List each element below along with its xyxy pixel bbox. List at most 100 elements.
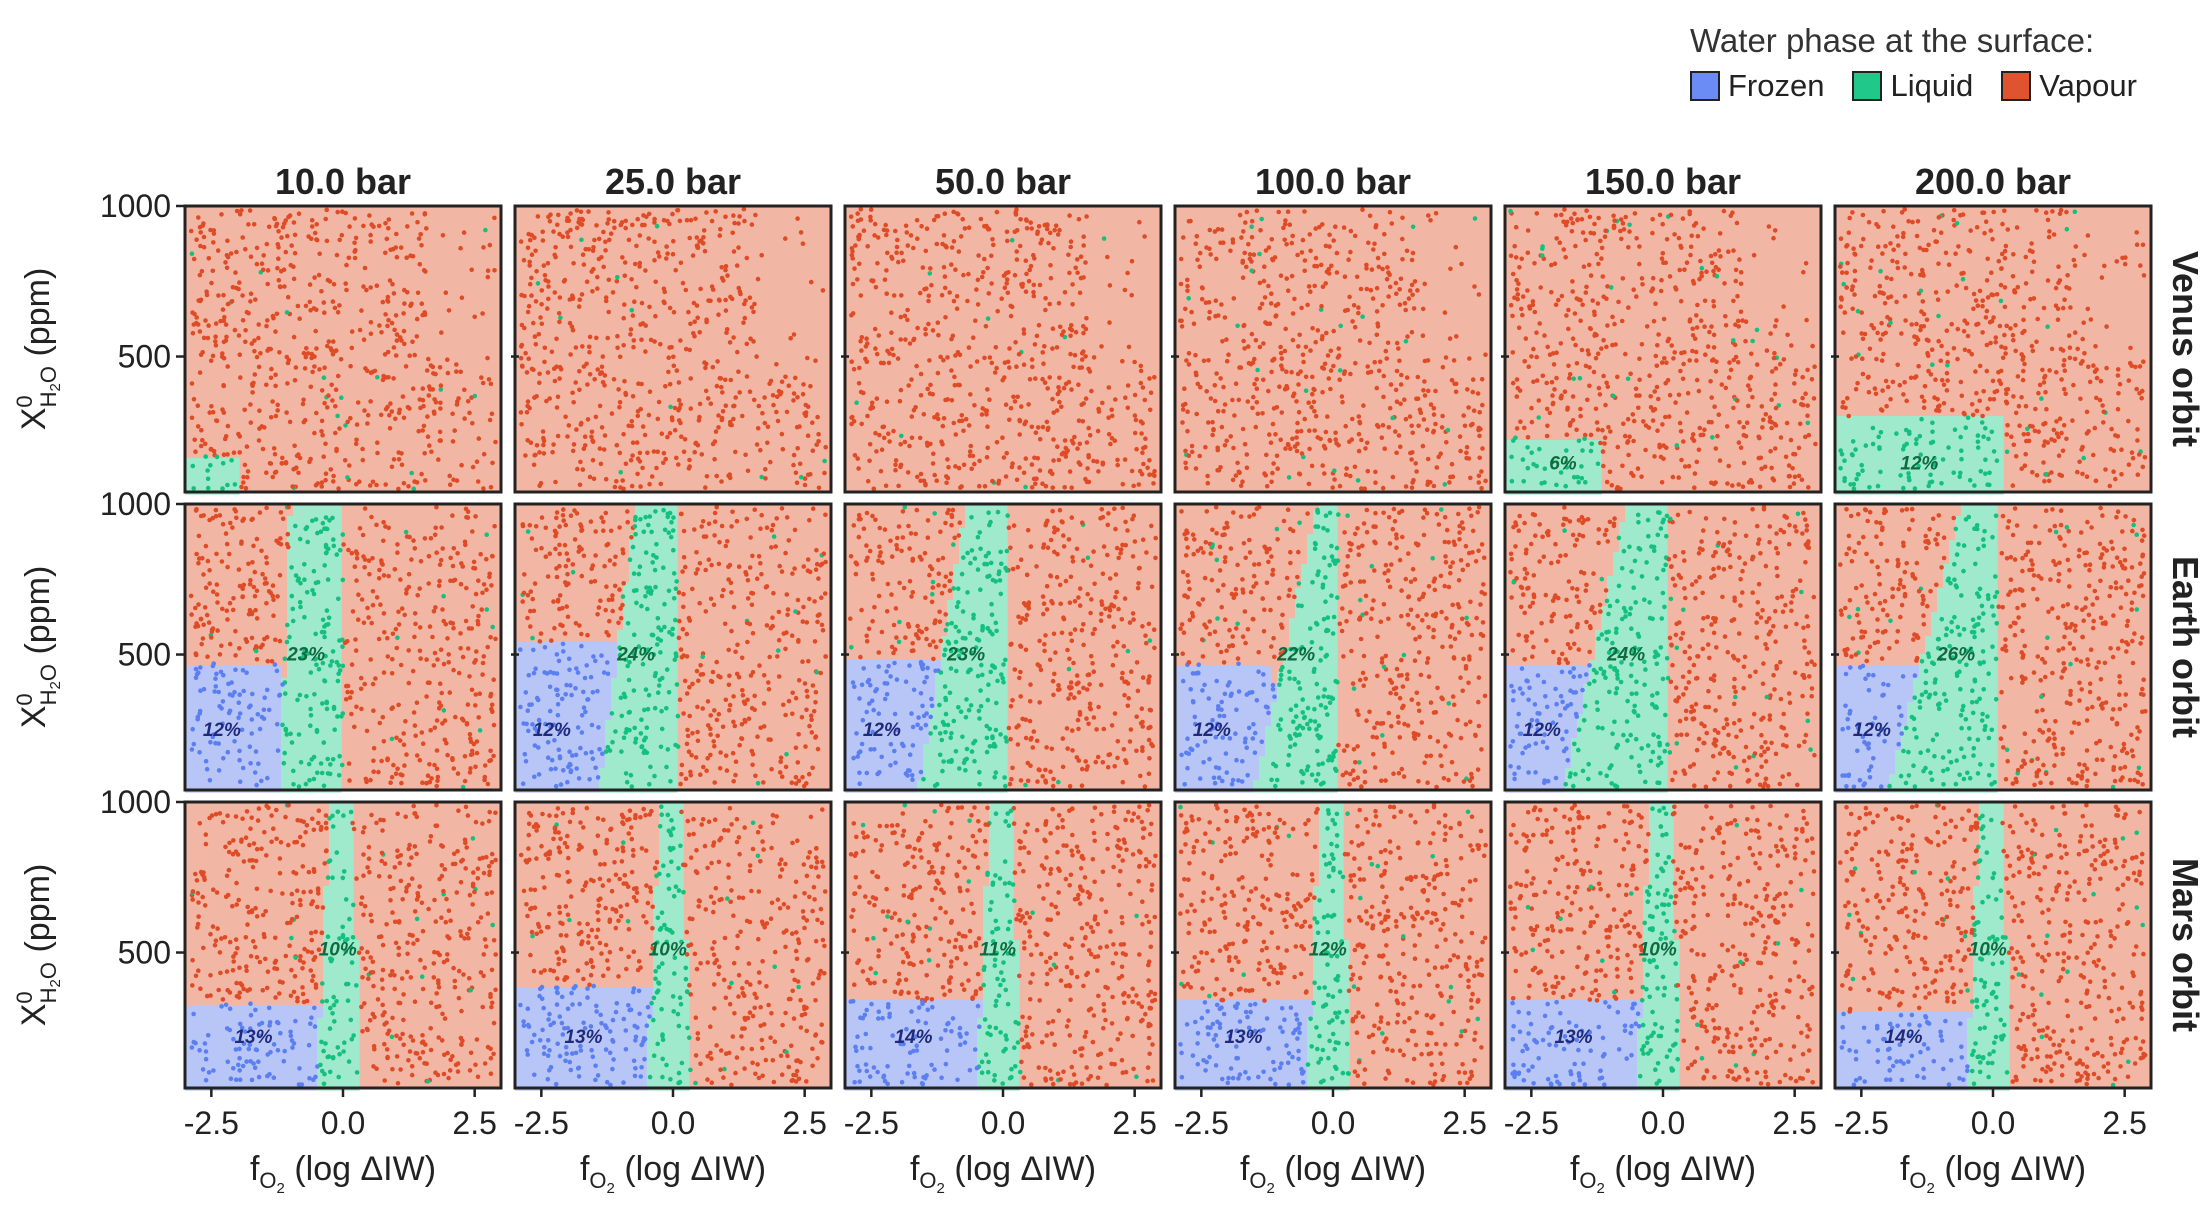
data-point	[1136, 482, 1142, 487]
data-point	[2129, 450, 2135, 455]
data-point	[1866, 374, 1871, 380]
region-frozen-cell	[203, 780, 210, 787]
data-point	[914, 363, 919, 369]
region-frozen-cell	[185, 672, 192, 679]
data-point	[419, 301, 425, 306]
data-point	[1081, 330, 1086, 336]
data-point	[1904, 398, 1909, 404]
data-point	[1944, 370, 1950, 376]
data-point	[1963, 425, 1969, 430]
data-point	[949, 262, 954, 267]
data-point	[1067, 270, 1072, 276]
data-point	[1270, 470, 1275, 476]
data-point	[1462, 423, 1468, 429]
region-frozen-cell	[221, 714, 228, 721]
data-point	[1246, 344, 1251, 349]
data-point	[622, 302, 627, 307]
data-point	[2004, 432, 2010, 437]
data-point	[615, 345, 620, 351]
data-point	[1913, 441, 1919, 447]
data-point	[1525, 250, 1531, 256]
data-point	[1059, 332, 1065, 338]
data-point	[1884, 403, 1889, 409]
data-point	[2056, 280, 2061, 286]
data-point	[437, 438, 443, 443]
data-point	[1228, 248, 1233, 254]
data-point	[309, 351, 315, 357]
region-frozen-cell	[203, 708, 210, 715]
region-liquid-cell	[1907, 452, 1914, 459]
data-point	[1924, 317, 1930, 323]
data-point	[1530, 302, 1536, 308]
region-liquid-cell	[1919, 422, 1926, 429]
region-liquid-cell	[209, 476, 216, 483]
data-point	[907, 341, 913, 346]
data-point	[2072, 330, 2078, 335]
data-point	[220, 486, 225, 491]
data-point	[929, 282, 934, 288]
data-point	[488, 484, 494, 490]
data-point	[1075, 270, 1080, 275]
data-point	[1398, 401, 1403, 407]
data-point	[1296, 409, 1302, 415]
data-point	[1583, 480, 1588, 485]
data-point	[1008, 405, 1014, 411]
data-point	[1384, 356, 1389, 361]
data-point	[1007, 346, 1012, 351]
data-point	[881, 435, 887, 441]
data-point	[1307, 232, 1313, 237]
data-point	[518, 410, 524, 415]
data-point	[901, 258, 906, 264]
data-point	[1307, 428, 1312, 433]
data-point	[1312, 387, 1317, 393]
data-point	[257, 426, 262, 431]
data-point	[578, 422, 584, 427]
region-liquid-cell	[305, 618, 312, 625]
data-point	[285, 360, 291, 366]
data-point	[273, 469, 279, 475]
data-point	[1393, 429, 1398, 434]
data-point	[962, 226, 968, 231]
data-point	[410, 386, 416, 391]
data-point	[1933, 290, 1939, 295]
data-point	[1600, 427, 1605, 433]
data-point	[1990, 236, 1995, 242]
data-point	[1550, 459, 1555, 465]
data-point	[552, 252, 557, 258]
data-point	[1784, 420, 1790, 426]
region-frozen-cell	[191, 672, 198, 679]
region-liquid-cell	[227, 476, 234, 483]
data-point	[1614, 486, 1620, 492]
region-frozen-cell	[221, 702, 228, 709]
data-point	[741, 320, 746, 325]
data-point	[1566, 326, 1571, 332]
region-frozen-cell	[185, 714, 192, 721]
data-point	[1618, 217, 1624, 222]
data-point	[1286, 475, 1292, 480]
data-point	[2108, 446, 2114, 452]
data-point	[1768, 448, 1773, 454]
data-point	[615, 333, 620, 339]
data-point	[1014, 477, 1020, 483]
data-point	[955, 211, 960, 216]
data-point	[393, 416, 398, 422]
data-point	[1439, 425, 1445, 430]
data-point	[1178, 256, 1184, 262]
data-point	[1108, 441, 1113, 447]
data-point	[454, 369, 459, 374]
data-point	[221, 452, 227, 457]
data-point	[1019, 404, 1024, 409]
region-liquid-cell	[233, 458, 240, 465]
region-liquid-cell	[1943, 476, 1950, 483]
data-point	[1641, 419, 1646, 424]
data-point	[1945, 378, 1950, 383]
data-point	[264, 323, 269, 329]
data-point	[1370, 296, 1376, 301]
region-liquid-cell	[1949, 482, 1956, 489]
data-point	[1544, 406, 1550, 412]
data-point	[985, 316, 991, 321]
data-point	[411, 486, 416, 492]
data-point	[1754, 362, 1760, 367]
region-liquid-cell	[1535, 458, 1542, 465]
data-point	[577, 482, 583, 488]
